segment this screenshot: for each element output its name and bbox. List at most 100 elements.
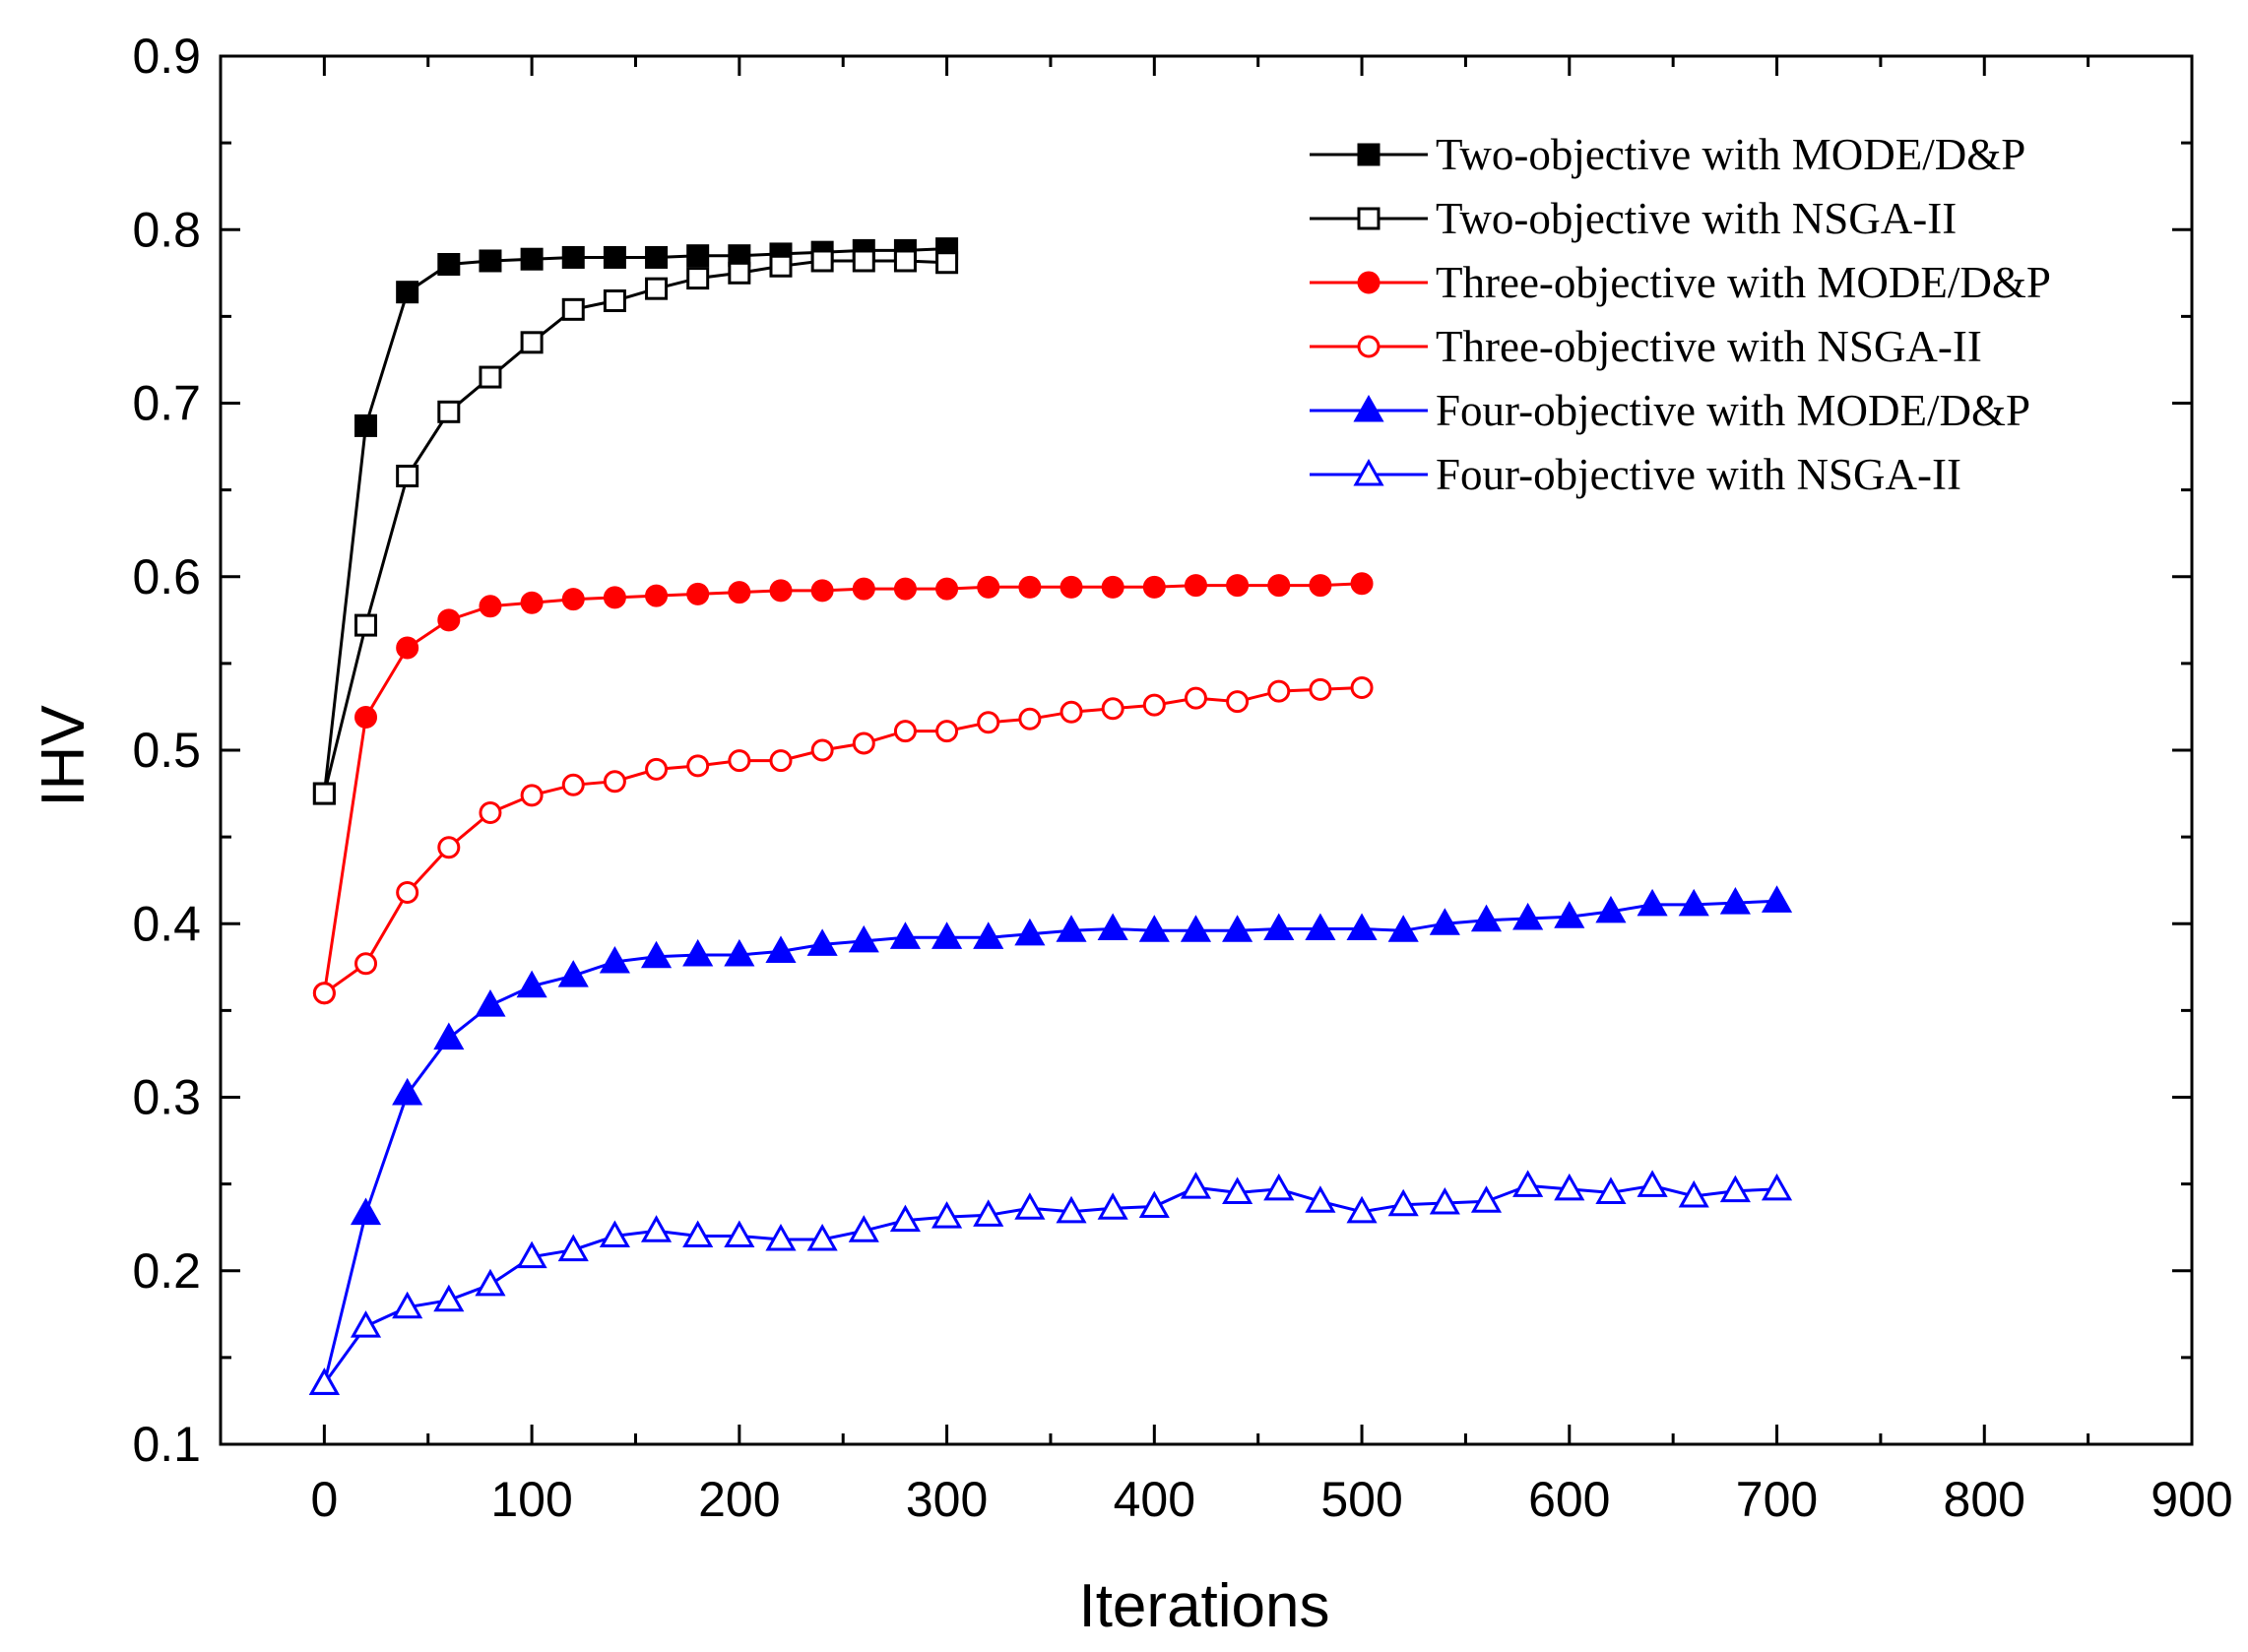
data-point [1512, 902, 1544, 930]
data-point [848, 1215, 879, 1242]
legend-marker [1357, 271, 1381, 294]
legend-item-4: Three-objective with NSGA-II [1310, 322, 1982, 371]
data-point [350, 1310, 382, 1338]
data-point [1512, 1170, 1544, 1197]
data-point [889, 1204, 922, 1233]
data-point [308, 1367, 340, 1395]
data-point [1470, 1185, 1503, 1213]
data-point [557, 960, 589, 987]
data-point [1018, 575, 1042, 599]
data-point [645, 245, 669, 269]
data-point [1678, 888, 1709, 917]
legend-label: Four-objective with MODE/D&P [1436, 386, 2030, 435]
data-point [1267, 679, 1291, 703]
data-point [396, 636, 419, 660]
data-point [1142, 575, 1166, 599]
data-point [806, 928, 838, 956]
legend-label: Two-objective with MODE/D&P [1436, 130, 2025, 179]
data-point [977, 711, 1000, 734]
data-point [1014, 918, 1046, 946]
x-axis-title: Iterations [1078, 1572, 1329, 1640]
data-point [1056, 1195, 1087, 1224]
data-point [1719, 887, 1751, 915]
data-point [893, 249, 917, 273]
y-tick-label: 0.6 [132, 549, 201, 604]
data-point [640, 1215, 673, 1242]
data-point [516, 1240, 547, 1269]
data-point [686, 582, 710, 605]
data-point [645, 277, 669, 300]
data-point [1595, 1176, 1627, 1204]
data-point [724, 938, 755, 967]
data-point [350, 1197, 382, 1226]
data-point [1060, 700, 1083, 724]
data-point [686, 267, 710, 290]
data-point [433, 1284, 465, 1312]
x-axis: 0 100 200 300 400 500 600 700 800 900 [310, 56, 2233, 1527]
data-point [479, 800, 502, 824]
data-point [520, 784, 544, 807]
data-point [848, 924, 879, 953]
data-point [396, 881, 419, 905]
legend-item-3: Three-objective with MODE/D&P [1310, 258, 2051, 307]
series-4 [312, 676, 1374, 1005]
data-point [392, 1291, 423, 1319]
data-point [973, 1199, 1004, 1227]
data-point [1101, 697, 1124, 721]
data-point [599, 945, 630, 974]
data-point [1263, 1173, 1295, 1201]
legend-label: Three-objective with MODE/D&P [1436, 258, 2051, 307]
data-point [1184, 686, 1207, 710]
data-point [1309, 574, 1332, 598]
data-point [1761, 885, 1793, 913]
data-point [682, 938, 714, 967]
legend-marker [1357, 335, 1381, 358]
data-point [433, 1022, 465, 1050]
data-point [475, 989, 506, 1017]
data-point [935, 720, 959, 743]
series-5 [308, 885, 1793, 1395]
data-point [516, 970, 547, 998]
data-point [728, 581, 751, 604]
data-point [893, 720, 917, 743]
data-point [1387, 915, 1419, 942]
data-point [561, 245, 585, 269]
data-point [1350, 676, 1374, 700]
series-line [322, 259, 947, 794]
legend-marker [1353, 458, 1384, 486]
data-point [1056, 915, 1087, 942]
data-point [1014, 1192, 1046, 1220]
data-point [392, 1077, 423, 1106]
data-point [1138, 915, 1170, 942]
data-point [520, 591, 544, 614]
y-tick-label: 0.1 [132, 1417, 201, 1472]
data-point [973, 921, 1004, 949]
legend-marker [1353, 394, 1384, 422]
data-point [1263, 913, 1295, 941]
data-point [396, 281, 419, 304]
data-point [1470, 904, 1503, 932]
data-point [1554, 1173, 1585, 1201]
data-point [1222, 915, 1253, 942]
series-2 [312, 249, 959, 805]
data-point [1637, 888, 1668, 917]
y-axis-title: IHV [30, 705, 97, 807]
data-point [312, 982, 336, 1005]
data-point [852, 577, 875, 601]
data-point [603, 770, 626, 794]
data-point [1346, 1195, 1378, 1224]
data-point [728, 749, 751, 773]
data-point [765, 935, 797, 963]
data-point [806, 1223, 838, 1251]
data-point [561, 588, 585, 611]
data-point [931, 921, 963, 949]
legend-item-5: Four-objective with MODE/D&P [1310, 386, 2030, 435]
data-point [810, 579, 834, 603]
data-point [728, 261, 751, 285]
data-point [1097, 913, 1128, 941]
data-point [935, 251, 959, 275]
legend-item-6: Four-objective with NSGA-II [1310, 450, 1961, 499]
data-point [1138, 1190, 1170, 1219]
data-point [437, 400, 461, 423]
